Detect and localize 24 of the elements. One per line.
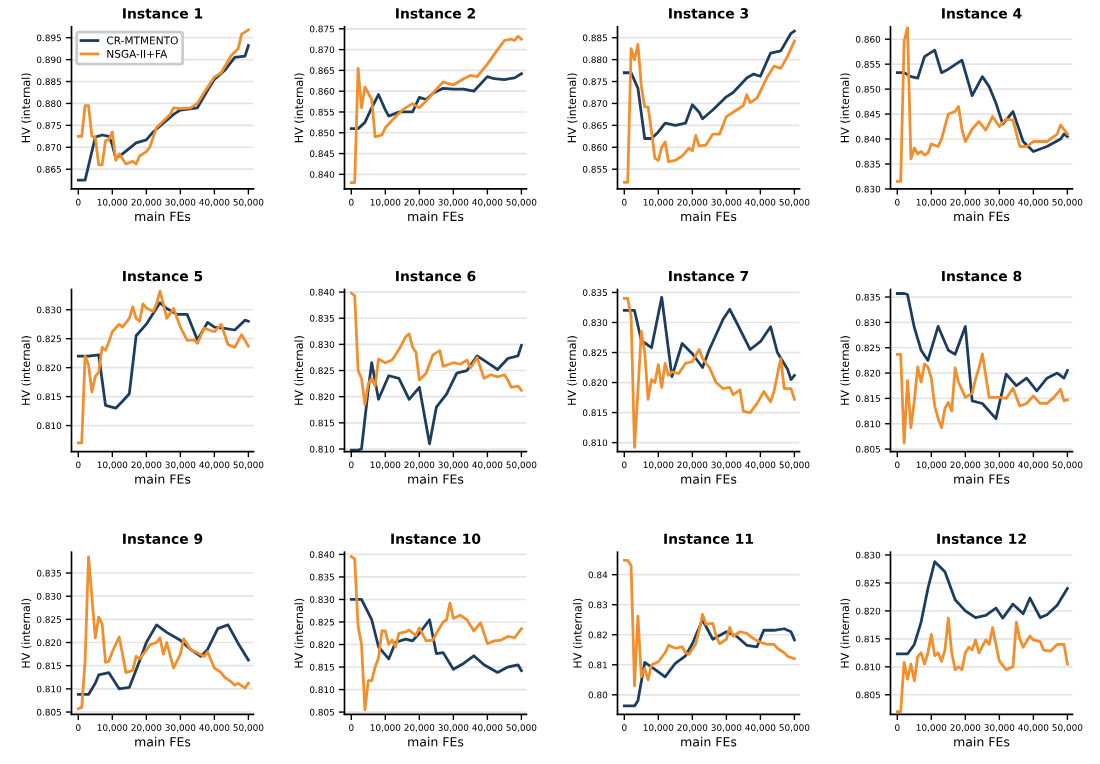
line-series <box>76 44 250 182</box>
line-series <box>349 598 523 674</box>
line-series <box>622 39 796 184</box>
line-series <box>895 292 1069 421</box>
line-series <box>76 289 250 445</box>
line-series <box>349 344 523 452</box>
line-series <box>622 618 796 708</box>
line-series <box>349 555 523 712</box>
line-series <box>895 48 1069 153</box>
line-series <box>622 295 796 381</box>
line-series <box>76 555 250 711</box>
line-series <box>76 28 250 167</box>
line-series <box>622 29 796 140</box>
line-series <box>895 26 1069 183</box>
line-series <box>622 558 796 688</box>
line-series <box>622 297 796 449</box>
line-series <box>349 291 523 406</box>
line-series <box>76 623 250 696</box>
line-series <box>349 34 523 185</box>
line-series <box>895 616 1069 713</box>
line-series <box>349 72 523 131</box>
line-series <box>895 352 1069 445</box>
line-series <box>76 301 250 410</box>
line-series <box>895 560 1069 656</box>
